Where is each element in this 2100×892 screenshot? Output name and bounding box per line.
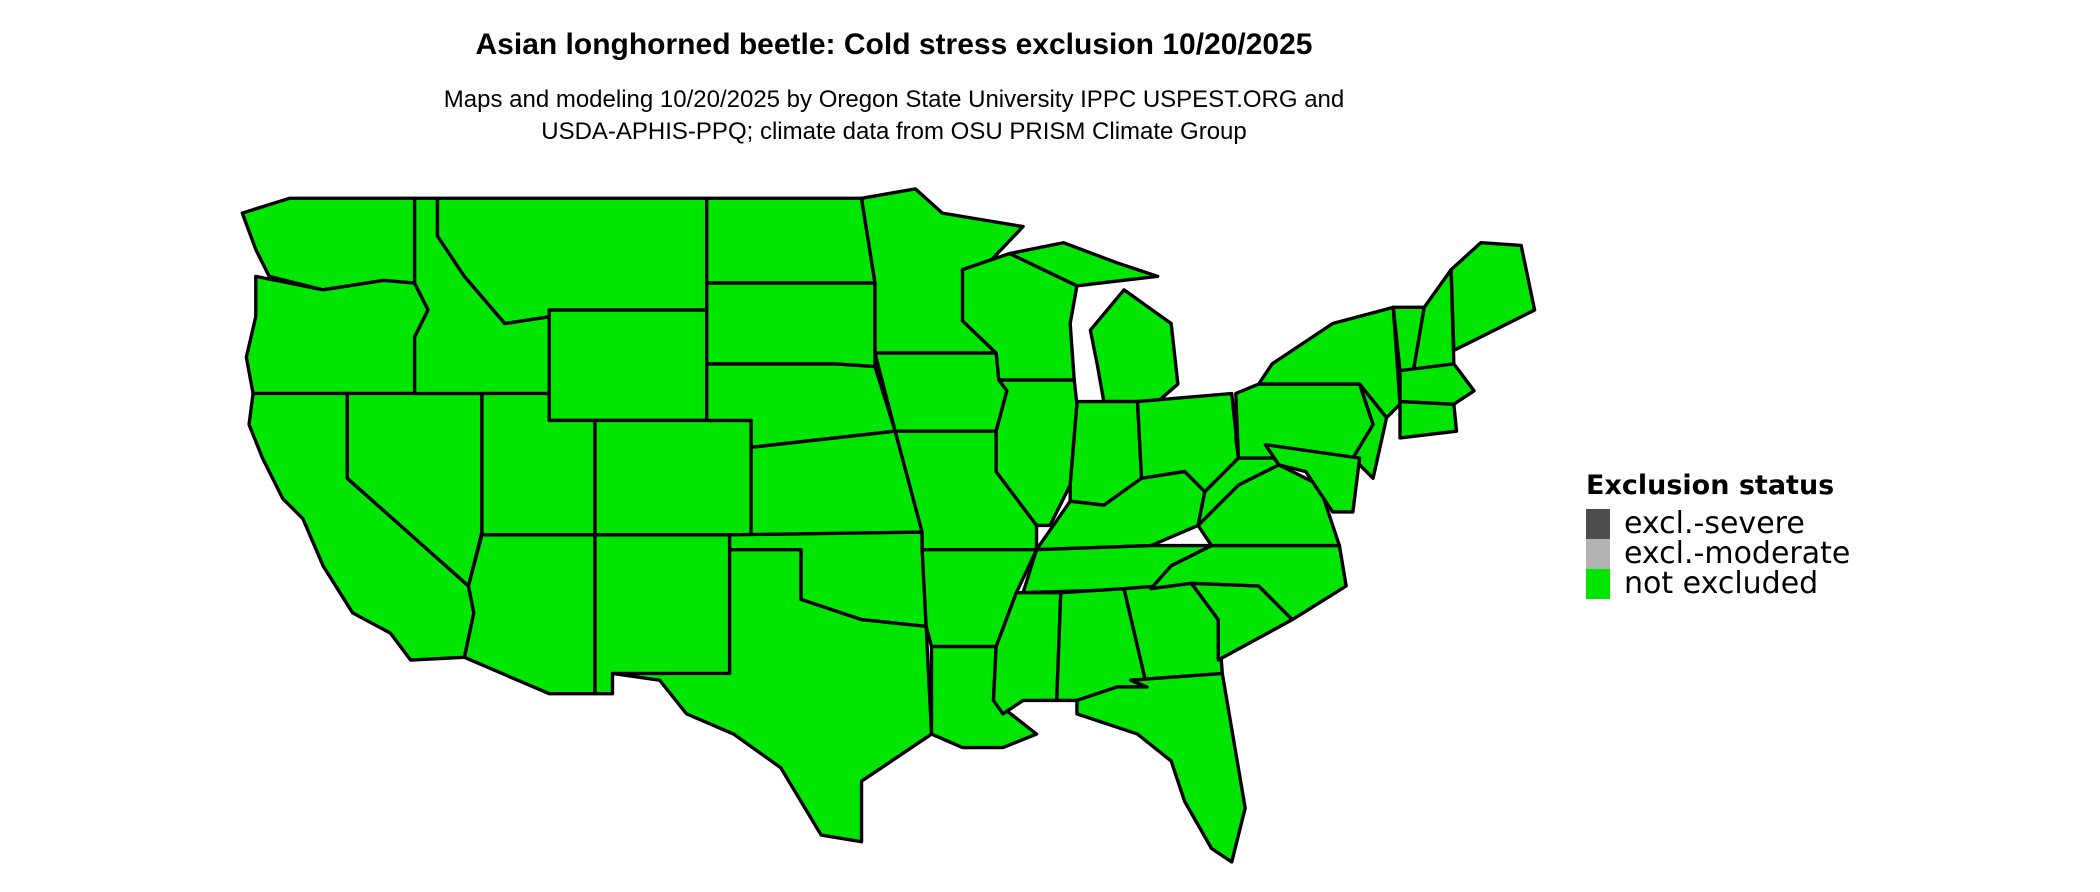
subtitle-line-1: Maps and modeling 10/20/2025 by Oregon S… — [443, 86, 1345, 113]
legend-item-moderate: excl.-moderate — [1586, 539, 1850, 569]
state-colorado — [593, 418, 753, 537]
legend-title: Exclusion status — [1586, 470, 1835, 501]
state-new-mexico — [593, 533, 732, 696]
state-pennsylvania — [1234, 382, 1375, 460]
state-michigan-upper — [1007, 241, 1160, 288]
legend-item-severe: excl.-severe — [1586, 509, 1805, 539]
state-texas — [610, 547, 934, 844]
legend-item-not-excluded: not excluded — [1586, 569, 1818, 599]
state-kentucky — [1034, 469, 1207, 552]
subtitle-line-2: USDA-APHIS-PPQ; climate data from OSU PR… — [541, 118, 1247, 145]
state-new-jersey — [1351, 382, 1389, 480]
state-iowa — [873, 351, 1009, 433]
state-illinois — [994, 378, 1079, 528]
state-maine — [1449, 241, 1537, 353]
state-kansas — [749, 429, 924, 537]
legend-swatch-not-excluded — [1586, 569, 1610, 599]
state-michigan-lower — [1088, 288, 1180, 404]
state-arizona — [462, 533, 597, 696]
state-washington — [240, 196, 417, 292]
state-oregon — [244, 274, 430, 396]
legend-label: excl.-severe — [1624, 506, 1805, 541]
state-north-carolina — [1149, 543, 1348, 622]
state-florida — [1075, 671, 1247, 864]
legend-swatch-severe — [1586, 509, 1610, 539]
state-maryland-delaware — [1263, 442, 1362, 514]
map-title: Asian longhorned beetle: Cold stress exc… — [475, 28, 1313, 61]
state-north-dakota — [705, 196, 877, 285]
state-wyoming — [547, 308, 709, 423]
legend-label: excl.-moderate — [1624, 536, 1851, 571]
legend-label: not excluded — [1624, 566, 1819, 601]
state-connecticut-rhode-island — [1398, 399, 1459, 440]
state-massachusetts — [1398, 362, 1476, 406]
legend-swatch-moderate — [1586, 539, 1610, 569]
state-south-dakota — [705, 281, 877, 369]
